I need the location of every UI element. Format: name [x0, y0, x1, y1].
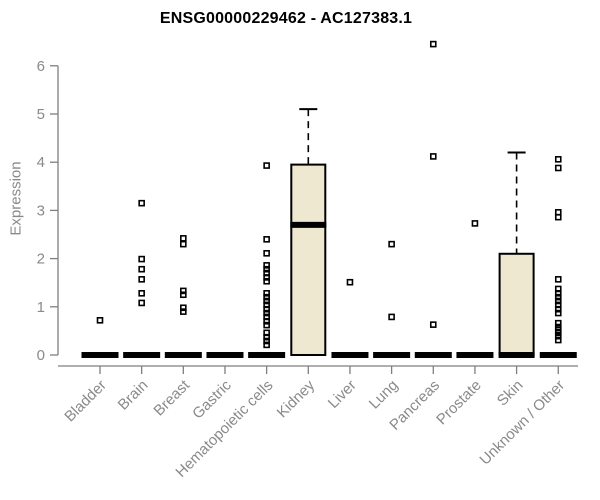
outlier-point: [554, 309, 562, 317]
outlier-point: [180, 240, 187, 248]
zero-bar: [456, 352, 494, 358]
outlier-point: [263, 341, 270, 349]
y-tick-label: 5: [37, 106, 45, 123]
zero-bar: [373, 352, 411, 358]
y-tick-label: 0: [37, 347, 45, 364]
outlier-point: [554, 332, 562, 340]
outlier-point: [346, 278, 354, 286]
outlier-point: [554, 336, 562, 344]
median-line: [498, 352, 535, 358]
outlier-point: [554, 293, 562, 301]
outlier-point: [263, 321, 270, 329]
y-tick-label: 4: [37, 154, 45, 171]
outlier-point: [263, 297, 270, 305]
outlier-point: [263, 309, 270, 317]
outlier-point: [96, 316, 104, 324]
zero-bar: [248, 352, 286, 358]
y-tick-label: 3: [37, 202, 45, 219]
outlier-point: [554, 290, 562, 297]
outlier-point: [554, 276, 562, 283]
outlier-point: [263, 274, 270, 281]
median-line: [290, 221, 327, 228]
outlier-point: [180, 287, 187, 295]
zero-bar: [81, 352, 119, 358]
outlier-point: [263, 162, 270, 169]
outlier-point: [263, 317, 270, 325]
outlier-point: [138, 255, 145, 263]
zero-bar: [123, 352, 161, 358]
outlier-point: [263, 305, 270, 313]
outlier-point: [388, 240, 395, 248]
outlier-point: [388, 313, 395, 321]
outlier-point: [554, 319, 562, 327]
outlier-point: [471, 220, 479, 227]
outlier-point: [180, 291, 187, 299]
x-tick-label: Brain: [115, 377, 152, 414]
x-tick-label: Kidney: [274, 376, 319, 421]
zero-bar: [539, 352, 577, 358]
outlier-point: [554, 213, 562, 221]
box: [290, 163, 327, 356]
outlier-point: [138, 265, 145, 273]
outlier-point: [263, 333, 270, 341]
zero-bar: [414, 352, 452, 358]
y-tick-label: 1: [37, 299, 45, 316]
outlier-point: [138, 299, 145, 307]
outlier-point: [263, 265, 270, 273]
outlier-point: [554, 164, 562, 172]
outlier-point: [429, 40, 437, 48]
outlier-point: [429, 153, 437, 160]
x-tick-label: Breast: [150, 376, 193, 419]
outlier-point: [554, 297, 562, 305]
outlier-point: [263, 236, 270, 243]
x-tick-label: Skin: [494, 377, 527, 410]
outlier-point: [263, 277, 270, 285]
box: [498, 252, 535, 356]
x-tick-label: Lung: [366, 377, 402, 413]
outlier-point: [263, 249, 270, 257]
outlier-point: [263, 290, 270, 297]
zero-bar: [164, 352, 202, 358]
outlier-point: [554, 329, 562, 337]
outlier-point: [138, 290, 145, 297]
outlier-point: [263, 337, 270, 345]
zero-bar: [331, 352, 369, 358]
chart-title: ENSG00000229462 - AC127383.1: [159, 10, 413, 27]
outlier-point: [263, 262, 270, 269]
outlier-point: [138, 199, 145, 207]
x-tick-label: Bladder: [61, 377, 110, 426]
y-tick-label: 6: [37, 58, 45, 75]
x-tick-label: Prostate: [433, 377, 485, 429]
outlier-point: [263, 293, 270, 301]
outlier-point: [554, 156, 562, 163]
outlier-point: [180, 308, 187, 315]
outlier-point: [180, 235, 187, 242]
outlier-point: [429, 321, 437, 328]
x-tick-label: Liver: [325, 377, 360, 412]
zero-bar: [206, 352, 244, 358]
outlier-point: [554, 305, 562, 313]
y-tick-label: 2: [37, 251, 45, 268]
outlier-point: [138, 276, 145, 283]
outlier-point: [180, 304, 187, 312]
